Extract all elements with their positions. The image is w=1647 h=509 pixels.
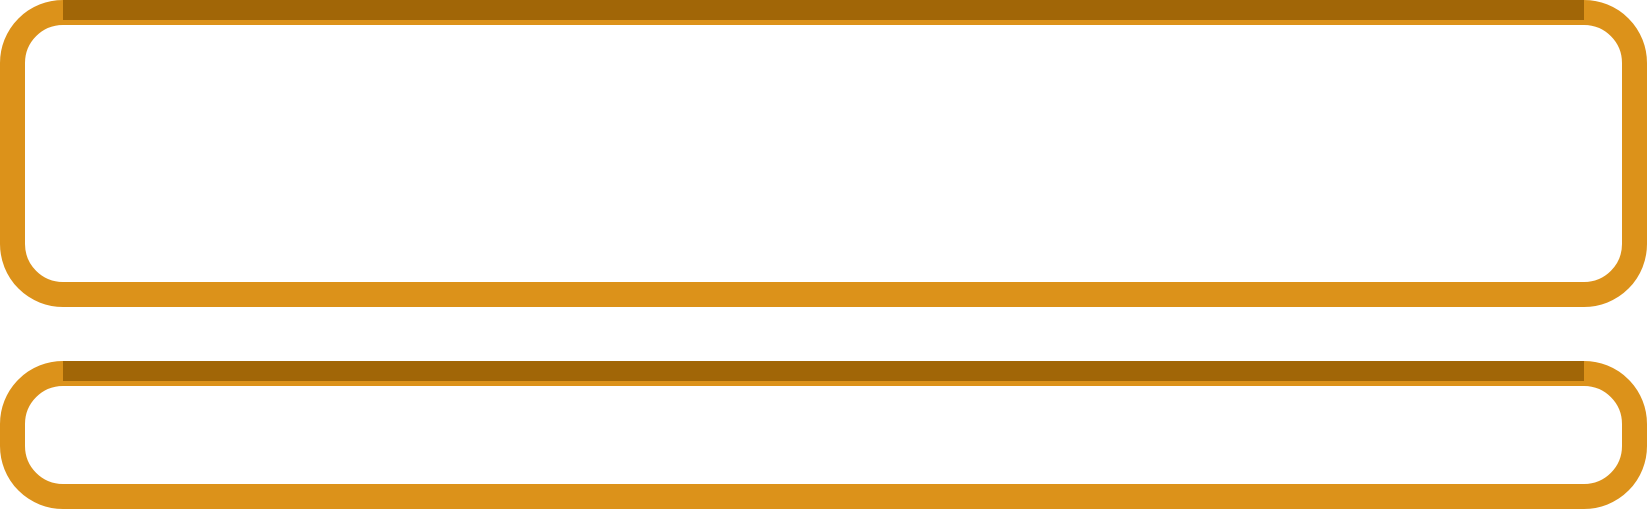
panel-bottom-body [25,386,1622,484]
panel-top-body [25,25,1622,282]
panel-bottom [0,361,1647,509]
panel-top [0,0,1647,307]
panel-bottom-header-strip [63,361,1584,381]
panel-top-header-strip [63,0,1584,20]
